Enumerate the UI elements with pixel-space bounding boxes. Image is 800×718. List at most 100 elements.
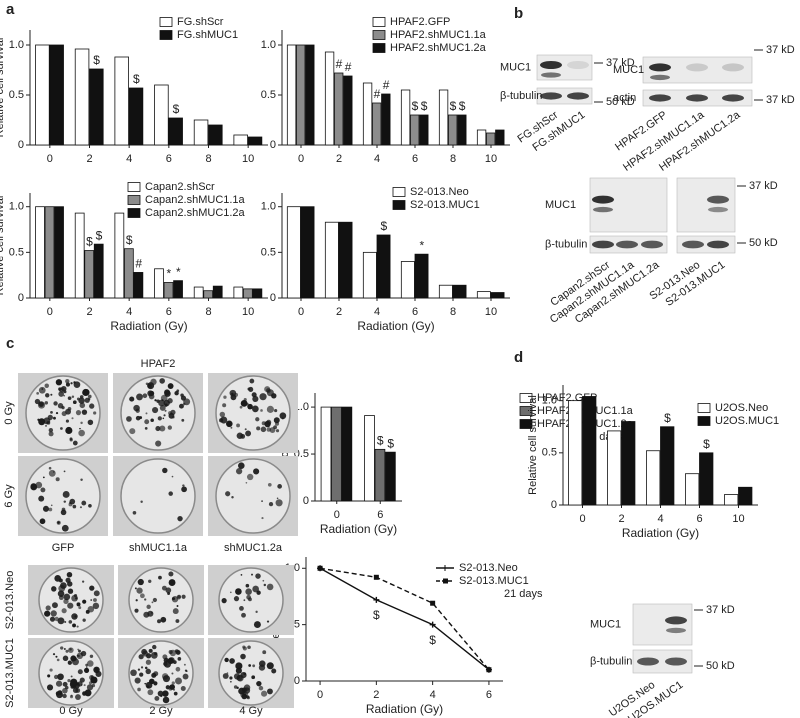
colony [88,503,92,508]
colony [255,610,258,613]
colony [48,469,56,477]
colony [239,605,244,611]
colony [261,690,268,697]
colony [140,593,145,599]
colony [93,411,97,415]
colony [64,621,67,624]
colony [40,487,46,493]
legend-swatch [127,182,141,192]
colony [52,653,56,656]
colony [65,408,71,415]
photo-column-label: GFP [52,542,75,554]
bar [49,44,64,146]
colony [63,598,69,605]
bar [286,44,297,146]
legend-swatch [372,17,386,27]
colony [222,673,229,679]
photo-row-label: S2-013.MUC1 [4,638,16,708]
colony [144,427,148,430]
bar [212,285,223,299]
x-axis-label: Radiation (Gy) [622,526,699,540]
point [317,565,323,571]
colony [38,495,45,502]
colony [73,594,78,598]
colony [238,462,245,469]
colony [266,405,274,413]
colony [260,409,263,412]
x-tick-label: 2 [373,689,379,701]
colony [168,491,173,496]
colony [150,651,158,659]
colony [50,504,53,507]
colony [244,428,247,431]
colony [63,470,66,473]
x-tick-label: 0 [47,153,53,165]
colony [126,416,132,422]
colony [78,397,85,404]
photo-row-label: 0 Gy [3,401,15,425]
blot-band [707,195,729,204]
colony [49,616,56,622]
colony [61,406,65,410]
significance-mark: $ [86,235,93,249]
y-tick-label: 0 [18,292,24,304]
colony [229,591,232,594]
colony [273,417,280,424]
colony [247,645,251,650]
colony [82,388,90,397]
colony [67,602,74,609]
bar [84,250,95,299]
colony [61,608,67,614]
colony [148,579,152,583]
colony [137,578,144,586]
colony [183,663,186,666]
x-tick-label: 6 [696,513,702,525]
colony [60,509,67,516]
colony [241,693,248,700]
colony [72,504,77,509]
colony [70,675,73,678]
colony [180,393,184,397]
x-axis-label: Radiation (Gy) [366,702,443,716]
colony [157,416,162,421]
significance-mark: $ [450,99,457,113]
colony [57,690,63,696]
colony [246,473,254,481]
blot-band [649,94,671,102]
colony [233,392,239,397]
colony [55,379,63,386]
colony [79,677,85,683]
colony [134,587,137,590]
colony [48,507,53,512]
y-tick-label: 0 [303,495,309,507]
colony [35,481,43,489]
colony [175,619,180,623]
colony [61,524,69,532]
colony [160,616,167,623]
colony [57,521,60,524]
legend-swatch [697,416,711,426]
colony [158,575,162,580]
bar [362,82,373,146]
colony [181,594,186,599]
colony [231,496,234,499]
colony [75,694,81,700]
colony [67,396,72,401]
colony [163,414,166,417]
bar [486,132,496,146]
culture-dish [215,375,291,451]
significance-mark: $ [133,72,140,86]
colony [72,440,78,446]
bar [173,280,183,299]
colony [181,486,187,493]
legend-swatch [392,187,406,197]
colony [75,597,78,600]
colony [51,602,58,609]
colony [62,655,69,662]
x-tick-label: 2 [336,153,342,165]
blot-strip [632,603,693,646]
bar [568,400,583,506]
colony [157,690,164,697]
colony [275,429,280,433]
colony [153,671,159,677]
